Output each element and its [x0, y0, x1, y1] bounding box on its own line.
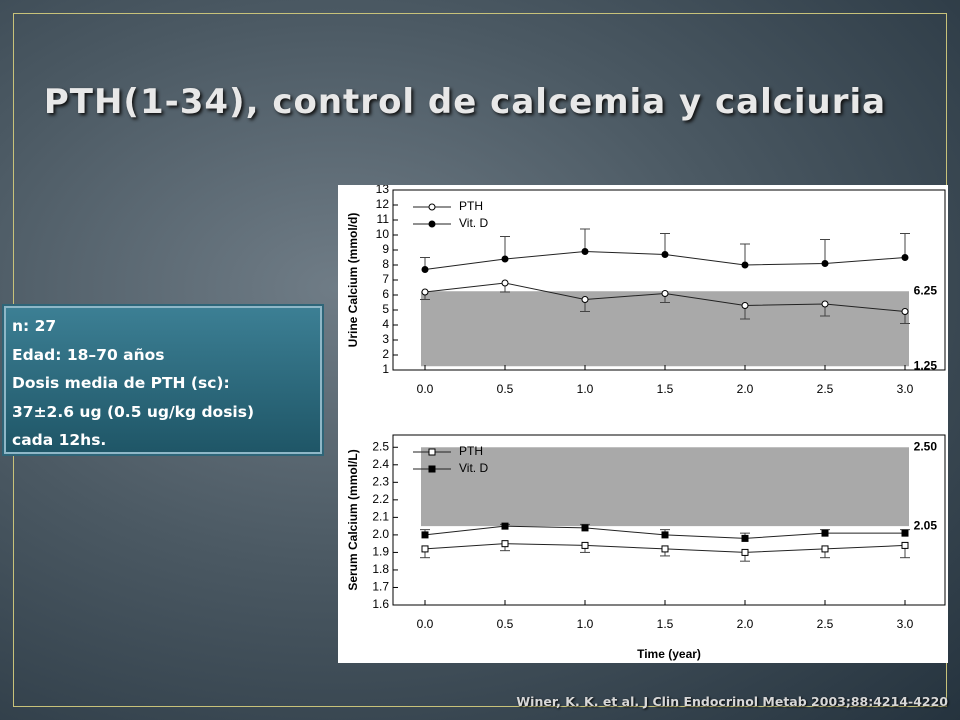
y-tick-label: 1.7: [372, 580, 389, 594]
y-tick-label: 1: [382, 362, 389, 376]
band-label: 6.25: [914, 283, 938, 297]
y-tick-label: 1.9: [372, 545, 389, 559]
info-line: cada 12hs.: [12, 431, 107, 449]
x-tick-label: 0.5: [497, 382, 514, 396]
y-tick-label: 4: [382, 317, 389, 331]
x-tick-label: 1.0: [577, 617, 594, 631]
point: [421, 531, 429, 539]
point: [741, 548, 749, 556]
x-tick-label: 0.0: [417, 617, 434, 631]
y-tick-label: 2.0: [372, 527, 389, 541]
x-tick-label: 1.5: [657, 382, 674, 396]
point: [581, 541, 589, 549]
point: [901, 541, 909, 549]
x-tick-label: 2.5: [817, 617, 834, 631]
x-tick-label: 2.0: [737, 617, 754, 631]
point: [661, 290, 669, 297]
info-line: 37±2.6 ug (0.5 ug/kg dosis): [12, 402, 255, 421]
legend-marker: [428, 220, 436, 228]
y-tick-label: 2.3: [372, 474, 389, 488]
point: [661, 251, 669, 258]
point: [901, 308, 909, 315]
slide-title: PTH(1-34), control de calcemia y calciur…: [43, 82, 887, 122]
point: [581, 296, 589, 303]
y-tick-label: 8: [382, 257, 389, 271]
y-tick-label: 5: [382, 302, 389, 316]
point: [821, 300, 829, 308]
y-tick-label: 2.5: [372, 439, 389, 453]
point: [421, 288, 429, 296]
point: [581, 248, 589, 255]
point: [421, 266, 429, 273]
y-tick-label: 3: [382, 332, 389, 346]
legend-label: PTH: [459, 199, 483, 213]
y-tick-label: 10: [376, 227, 390, 241]
y-tick-label: 12: [376, 197, 390, 211]
y-tick-label: 7: [382, 272, 389, 286]
y-tick-label: 9: [382, 242, 389, 256]
point: [821, 545, 829, 553]
y-tick-label: 1.6: [372, 597, 389, 611]
point: [661, 545, 669, 553]
point: [741, 534, 749, 542]
point: [821, 529, 829, 537]
y-tick-label: 1.8: [372, 562, 389, 576]
x-tick-label: 1.0: [577, 382, 594, 396]
point: [501, 279, 509, 287]
legend-label: Vit. D: [459, 461, 488, 475]
band-label: 1.25: [914, 358, 938, 372]
info-line: Dosis media de PTH (sc):: [12, 374, 230, 392]
legend-marker: [428, 448, 436, 456]
y-tick-label: 6: [382, 287, 389, 301]
point: [661, 531, 669, 539]
x-tick-label: 3.0: [897, 382, 914, 396]
y-axis-label: Urine Calcium (mmol/d): [346, 213, 360, 348]
legend-label: PTH: [459, 444, 483, 458]
point: [501, 255, 509, 263]
y-tick-label: 2.4: [372, 457, 389, 471]
legend-marker: [428, 203, 436, 211]
point: [741, 302, 749, 309]
y-tick-label: 11: [377, 212, 390, 226]
y-tick-label: 2.1: [372, 510, 389, 524]
band-label: 2.50: [914, 439, 938, 453]
x-tick-label: 1.5: [657, 617, 674, 631]
point: [421, 545, 429, 553]
y-axis-label: Serum Calcium (mmol/L): [346, 449, 360, 590]
point: [901, 254, 909, 261]
x-tick-label: 2.5: [817, 382, 834, 396]
x-tick-label: 3.0: [897, 617, 914, 631]
point: [741, 261, 749, 269]
point: [901, 529, 909, 537]
x-axis-label: Time (year): [637, 647, 701, 661]
point: [501, 540, 509, 548]
x-tick-label: 2.0: [737, 382, 754, 396]
x-tick-label: 0.5: [497, 617, 514, 631]
point: [821, 260, 829, 267]
y-tick-label: 13: [376, 185, 390, 196]
band-label: 2.05: [914, 518, 938, 532]
point: [581, 524, 589, 532]
info-line: n: 27: [12, 317, 57, 335]
info-box: n: 27 Edad: 18–70 años Dosis media de PTH …: [4, 306, 322, 454]
legend-marker: [428, 465, 436, 473]
reference-band: [421, 447, 909, 527]
info-line: Edad: 18–70 años: [12, 345, 165, 364]
y-tick-label: 2: [382, 347, 389, 361]
plot-frame: [392, 434, 946, 606]
legend-label: Vit. D: [459, 216, 488, 230]
y-tick-label: 2.2: [372, 492, 389, 506]
citation: Winer, K. K. et al. J Clin Endocrinol Me…: [516, 694, 948, 709]
point: [501, 522, 509, 530]
x-tick-label: 0.0: [417, 382, 434, 396]
